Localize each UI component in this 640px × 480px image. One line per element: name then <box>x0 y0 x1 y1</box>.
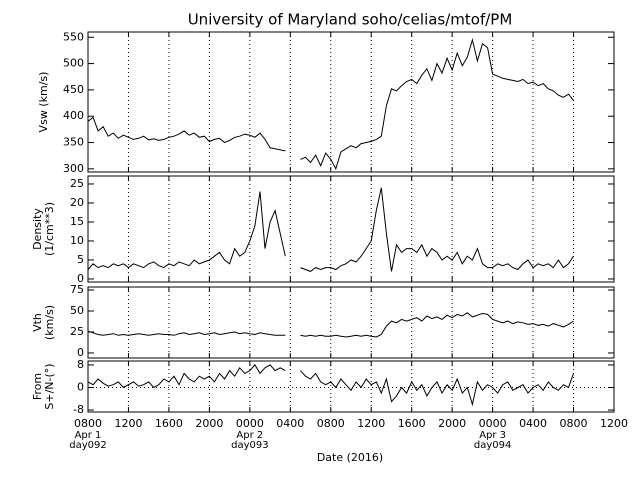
y-tick-label: 350 <box>63 136 84 149</box>
x-tick-label: 2000 <box>195 417 223 430</box>
doy-label: day094 <box>474 440 511 451</box>
plot-frame <box>87 360 615 413</box>
y-tick-label: 15 <box>70 215 84 228</box>
x-tick-label: 0800 <box>74 417 102 430</box>
x-tick-label: 0400 <box>519 417 547 430</box>
y-tick-label: 10 <box>70 234 84 247</box>
y-axis-label: Density <box>31 208 44 250</box>
y-axis-label: S+/N-(°) <box>43 363 56 409</box>
y-tick-label: 25 <box>70 325 84 338</box>
y-tick-label: 5 <box>77 253 84 266</box>
y-tick-label: -8 <box>73 403 84 416</box>
plot-frame <box>87 286 615 359</box>
y-tick-label: 0 <box>77 272 84 285</box>
data-line <box>87 364 574 407</box>
y-axis-label: From <box>31 373 44 400</box>
y-tick-label: 25 <box>70 177 84 190</box>
y-tick-label: 400 <box>63 109 84 122</box>
doy-label: day093 <box>231 440 268 451</box>
x-tick-label: 1200 <box>114 417 142 430</box>
x-tick-label: 1200 <box>357 417 385 430</box>
data-line <box>87 312 574 338</box>
y-tick-label: 75 <box>70 283 84 296</box>
x-tick-label: 0400 <box>276 417 304 430</box>
x-tick-label: 0800 <box>560 417 588 430</box>
y-tick-label: 50 <box>70 304 84 317</box>
x-tick-label: 1600 <box>398 417 426 430</box>
x-tick-label: 1600 <box>155 417 183 430</box>
x-tick-label: 0000 <box>479 417 507 430</box>
date-label: Apr 3 <box>479 430 506 441</box>
y-tick-label: 450 <box>63 83 84 96</box>
date-label: Apr 1 <box>75 430 102 441</box>
x-tick-label: 0000 <box>236 417 264 430</box>
y-tick-label: 20 <box>70 196 84 209</box>
y-tick-label: 500 <box>63 57 84 70</box>
x-tick-label: 1200 <box>600 417 628 430</box>
plot-frame <box>87 31 615 173</box>
date-label: Apr 2 <box>236 430 263 441</box>
y-tick-label: 550 <box>63 30 84 43</box>
y-tick-label: 300 <box>63 162 84 175</box>
y-tick-label: 0 <box>77 380 84 393</box>
data-line <box>87 37 574 171</box>
y-axis-label: (km/s) <box>43 305 56 340</box>
y-axis-label: Vth <box>31 313 44 332</box>
data-line <box>87 187 574 272</box>
plot-frame <box>87 175 615 283</box>
x-tick-label: 2000 <box>438 417 466 430</box>
x-axis-label: Date (2016) <box>317 451 383 464</box>
y-tick-label: 0 <box>77 346 84 359</box>
x-tick-label: 0800 <box>317 417 345 430</box>
doy-label: day092 <box>69 440 106 451</box>
chart-title: University of Maryland soho/celias/mtof/… <box>188 11 513 29</box>
y-axis-label: (1/cm**3) <box>43 202 56 256</box>
y-axis-label: Vsw (km/s) <box>37 72 50 133</box>
y-tick-label: 8 <box>77 358 84 371</box>
